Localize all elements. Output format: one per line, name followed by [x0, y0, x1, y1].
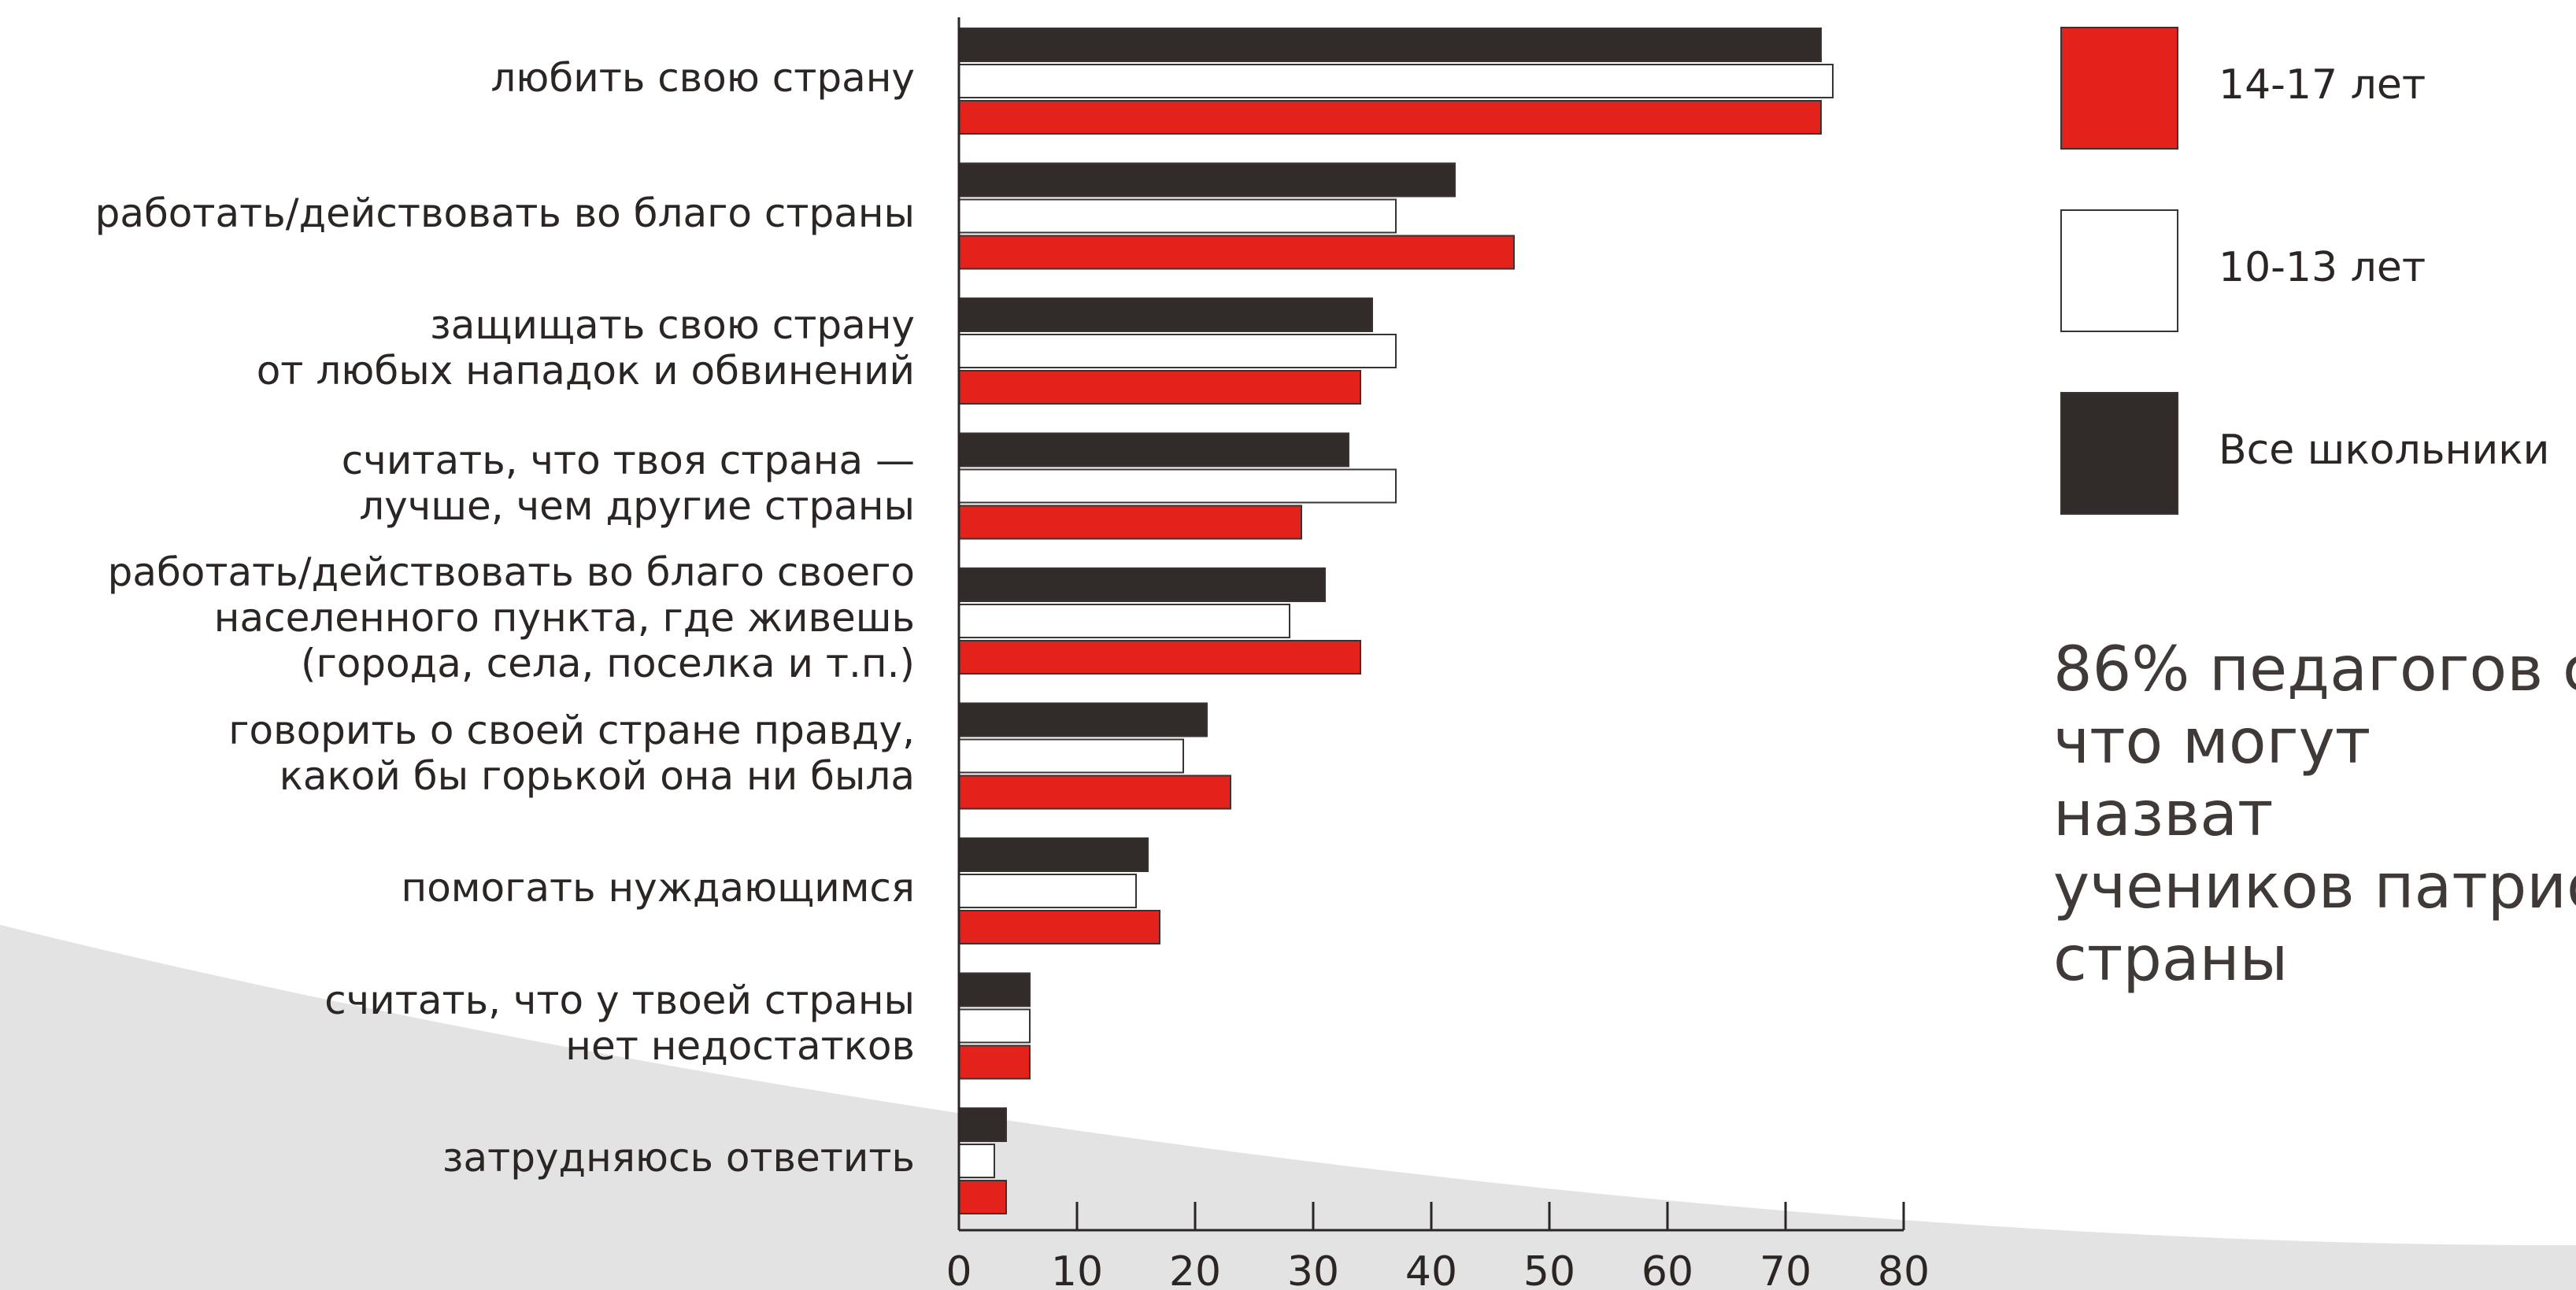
bar-age_10_13-3 [958, 468, 1397, 504]
x-tick-label-20: 20 [1169, 1248, 1221, 1290]
category-label-5: говорить о своей стране правду, какой бы… [228, 707, 915, 799]
x-axis: 0 10 20 30 40 50 60 70 80 [946, 17, 1930, 1290]
category-label-2: защищать свою страну от любых нападок и … [256, 302, 915, 394]
legend-swatch-all-students [2060, 392, 2178, 515]
bar-all_students-3 [958, 432, 1349, 468]
bar-age_14_17-4 [958, 640, 1361, 675]
bar-age_10_13-2 [958, 334, 1397, 368]
bar-age_10_13-8 [958, 1144, 995, 1178]
category-label-3: считать, что твоя страна — лучше, чем др… [341, 437, 915, 529]
x-tick-label-60: 60 [1641, 1248, 1693, 1290]
bar-all_students-5 [958, 702, 1208, 737]
bar-age_14_17-3 [958, 505, 1302, 540]
legend-label-10-13: 10-13 лет [2219, 244, 2426, 291]
bar-age_14_17-8 [958, 1180, 1007, 1214]
bar-age_10_13-7 [958, 1008, 1031, 1044]
bar-all_students-1 [958, 162, 1456, 198]
category-label-6: помогать нуждающимся [401, 865, 916, 911]
category-label-7: считать, что у твоей страны нет недостат… [324, 977, 915, 1069]
bar-age_14_17-5 [958, 774, 1231, 810]
bar-all_students-7 [958, 972, 1031, 1007]
category-label-1: работать/действовать во благо страны [94, 190, 915, 236]
background-curve [0, 925, 2576, 1290]
legend-label-14-17: 14-17 лет [2219, 61, 2426, 109]
bar-all_students-0 [958, 28, 1822, 62]
legend-swatch-10-13 [2060, 209, 2178, 332]
bar-all_students-4 [958, 567, 1326, 602]
x-tick-label-10: 10 [1051, 1248, 1103, 1290]
x-tick-label-40: 40 [1405, 1248, 1457, 1290]
category-label-8: затрудняюсь ответить [442, 1135, 915, 1181]
bar-all_students-2 [958, 298, 1373, 332]
bar-age_14_17-6 [958, 910, 1160, 944]
category-label-0: любить свою страну [490, 55, 915, 101]
bar-age_14_17-1 [958, 235, 1515, 270]
x-tick-label-70: 70 [1760, 1248, 1812, 1290]
bar-age_10_13-1 [958, 198, 1397, 234]
bar-age_10_13-5 [958, 738, 1184, 774]
x-tick-label-30: 30 [1287, 1248, 1339, 1290]
legend-label-all-students: Все школьники [2219, 427, 2550, 474]
bar-age_10_13-0 [958, 64, 1834, 98]
category-label-4: работать/действовать во благо своего нас… [107, 549, 915, 686]
bar-age_14_17-7 [958, 1044, 1031, 1080]
bar-all_students-8 [958, 1107, 1007, 1142]
bar-age_14_17-0 [958, 100, 1822, 135]
legend-swatch-14-17 [2060, 27, 2178, 150]
bar-age_10_13-4 [958, 604, 1290, 638]
x-tick-label-0: 0 [946, 1248, 972, 1290]
bar-all_students-6 [958, 837, 1149, 872]
x-tick-label-80: 80 [1878, 1248, 1930, 1290]
x-tick-label-50: 50 [1523, 1248, 1575, 1290]
bar-age_14_17-2 [958, 370, 1361, 405]
side-note-text: 86% педагогов с что могут назват ученико… [2053, 634, 2576, 995]
bars-group [958, 28, 1834, 1214]
bar-age_10_13-6 [958, 874, 1137, 908]
